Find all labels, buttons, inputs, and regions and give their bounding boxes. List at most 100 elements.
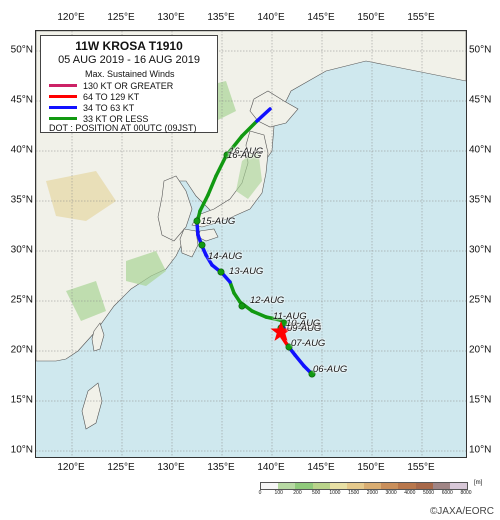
lon-label-top: 145°E — [307, 12, 335, 23]
track-segment — [206, 174, 218, 197]
track-segment — [293, 353, 306, 368]
lat-label-left: 15°N — [10, 394, 33, 406]
position-dot — [223, 151, 231, 159]
track-segment — [264, 315, 282, 322]
lat-label-left: 50°N — [10, 44, 33, 56]
elevation-tick: 1000 — [329, 490, 341, 496]
credit-text: ©JAXA/EORC — [429, 506, 494, 517]
honshu-tint — [236, 149, 262, 199]
elevation-tick: 100 — [274, 490, 283, 496]
graticule — [36, 31, 466, 457]
legend-label: 64 TO 129 KT — [83, 91, 140, 102]
elevation-tick: 4000 — [404, 490, 416, 496]
lon-label-bottom: 135°E — [207, 462, 235, 473]
lon-label-top: 130°E — [157, 12, 185, 23]
date-label: 16-AUG — [229, 146, 264, 157]
position-dot — [193, 217, 201, 225]
legend-swatch — [49, 106, 77, 109]
legend-swatch — [49, 84, 77, 87]
lon-label-top: 155°E — [407, 12, 435, 23]
lat-label-left: 30°N — [10, 244, 33, 256]
date-label: 06-AUG — [313, 364, 348, 375]
star-icon — [270, 321, 292, 341]
track-segment — [195, 221, 200, 237]
lat-label-left: 25°N — [10, 294, 33, 306]
date-label: 11-AUG — [273, 311, 307, 322]
elevation-swatch — [398, 483, 416, 489]
elevation-tick: 200 — [293, 490, 302, 496]
elevation-tick: 2000 — [366, 490, 378, 496]
lon-label-top: 150°E — [357, 12, 385, 23]
date-label: 12-AUG — [250, 295, 285, 306]
lon-label-top: 125°E — [107, 12, 135, 23]
kyushu — [179, 228, 199, 258]
legend-label: 130 KT OR GREATER — [83, 80, 174, 91]
lat-label-left: 10°N — [10, 444, 33, 456]
legend-dot-note: DOT : POSITION AT 00UTC (09JST) — [49, 122, 197, 133]
lon-label-top: 135°E — [207, 12, 235, 23]
lon-label-bottom: 130°E — [157, 462, 185, 473]
elevation-swatch — [415, 483, 433, 489]
lat-label-right: 35°N — [469, 194, 492, 206]
elevation-tick: 3000 — [385, 490, 397, 496]
elevation-tick: 1500 — [348, 490, 360, 496]
legend-swatch — [49, 95, 77, 98]
date-label: 08-AUG — [287, 321, 322, 332]
lat-label-right: 50°N — [469, 44, 492, 56]
lat-label-right: 45°N — [469, 94, 492, 106]
date-label: 10-AUG — [286, 318, 321, 329]
date-label: 16-AUG — [227, 150, 262, 161]
elevation-tick: 8000 — [460, 490, 472, 496]
date-label: 09-AUG — [287, 323, 322, 334]
lat-label-left: 40°N — [10, 144, 33, 156]
elevation-swatch — [295, 483, 313, 489]
legend-item-34kt: 34 TO 63 KT — [49, 102, 134, 113]
position-dot — [308, 370, 316, 378]
max-intensity-marker — [270, 321, 292, 341]
elevation-scale-bar — [260, 482, 468, 490]
lon-label-bottom: 155°E — [407, 462, 435, 473]
lat-label-left: 45°N — [10, 94, 33, 106]
taiwan — [91, 322, 105, 352]
lat-label-right: 25°N — [469, 294, 492, 306]
highland-tint — [46, 51, 196, 221]
lat-label-right: 30°N — [469, 244, 492, 256]
elevation-swatch — [261, 483, 279, 489]
lat-label-right: 15°N — [469, 394, 492, 406]
track-segment — [228, 280, 236, 295]
lat-label-right: 20°N — [469, 344, 492, 356]
lat-label-right: 40°N — [469, 144, 492, 156]
position-dot — [285, 343, 293, 351]
legend-item-33kt: 33 KT OR LESS — [49, 113, 148, 124]
elevation-swatch — [381, 483, 399, 489]
elevation-swatch — [346, 483, 365, 489]
track-segment — [250, 309, 268, 319]
lon-label-bottom: 140°E — [257, 462, 285, 473]
legend-box: 11W KROSA T1910 05 AUG 2019 - 16 AUG 201… — [40, 35, 218, 133]
legend-label: 34 TO 63 KT — [83, 102, 135, 113]
position-dot — [238, 302, 246, 310]
lowland-tint — [66, 81, 236, 321]
legend-item-64kt: 64 TO 129 KT — [49, 91, 139, 102]
track-segment — [198, 193, 210, 213]
lat-label-left: 35°N — [10, 194, 33, 206]
date-label: 13-AUG — [229, 266, 264, 277]
elevation-tick: 5000 — [422, 490, 435, 496]
legend-period: 05 AUG 2019 - 16 AUG 2019 — [58, 54, 200, 66]
legend-label: 33 KT OR LESS — [83, 113, 149, 124]
legend-title: 11W KROSA T1910 — [75, 39, 183, 53]
date-label: 15-AUG — [201, 216, 236, 227]
lon-label-bottom: 145°E — [307, 462, 335, 473]
elevation-unit: [m] — [474, 480, 483, 486]
lon-label-bottom: 120°E — [57, 462, 85, 473]
lon-label-top: 140°E — [257, 12, 285, 23]
date-label: 07-AUG — [291, 338, 326, 349]
lon-label-bottom: 150°E — [357, 462, 385, 473]
lat-label-left: 20°N — [10, 344, 33, 356]
track-segment — [232, 291, 242, 304]
luzon — [81, 382, 103, 430]
lat-label-right: 10°N — [469, 444, 492, 456]
lon-label-top: 120°E — [57, 12, 85, 23]
lon-label-bottom: 125°E — [107, 462, 135, 473]
date-label: 14-AUG — [208, 251, 243, 262]
